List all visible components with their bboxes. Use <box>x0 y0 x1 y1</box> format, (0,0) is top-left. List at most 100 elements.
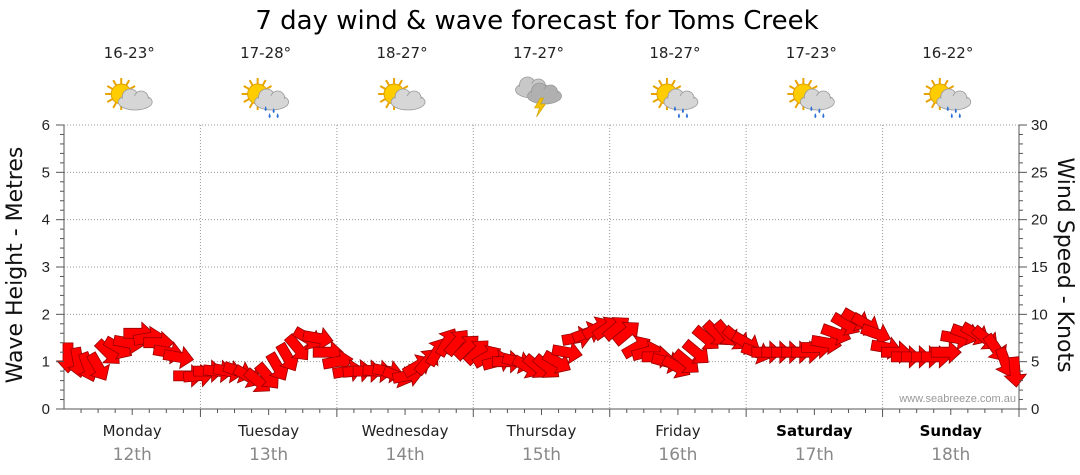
sun-ray <box>129 85 136 90</box>
temperature-label: 17-28° <box>240 44 291 62</box>
sun-ray <box>789 85 796 90</box>
cloud-fill <box>938 96 969 108</box>
wind-arrow <box>1003 356 1028 388</box>
right-tick-label: 30 <box>1031 117 1048 134</box>
day-name-sunday: Sunday <box>920 422 983 440</box>
right-tick-label: 20 <box>1031 212 1048 229</box>
day-name-monday: Monday <box>103 422 162 440</box>
sun-ray <box>652 85 659 90</box>
sun-ray <box>243 85 250 90</box>
rain-drop <box>272 108 275 113</box>
cloud-shape <box>527 82 562 105</box>
wind-arrow <box>541 349 571 374</box>
sun-ray <box>261 79 267 86</box>
wind-arrow <box>611 321 639 347</box>
day-name-tuesday: Tuesday <box>237 422 299 440</box>
rain-drops <box>673 106 688 118</box>
partly-cloudy-showers-icon <box>923 78 972 118</box>
rain-drop <box>677 113 680 118</box>
right-axis: 0 5 10 15 20 25 30 <box>1019 117 1048 418</box>
cloud-shape <box>663 88 699 111</box>
left-tick-label: 6 <box>42 117 50 134</box>
rain-drop <box>954 108 957 113</box>
rain-drop <box>822 113 825 118</box>
sun-ray <box>243 98 250 103</box>
sun-ray <box>265 85 272 90</box>
temperature-label: 18-27° <box>377 44 428 62</box>
left-tick-label: 0 <box>42 401 50 418</box>
cloud-fill <box>120 96 151 108</box>
wind-arrow <box>820 323 852 346</box>
sun-ray <box>112 102 118 109</box>
sun-ray <box>385 102 390 109</box>
sun-ray <box>658 79 663 86</box>
left-tick-label: 4 <box>42 212 50 229</box>
sun-ray <box>807 79 813 86</box>
sun-ray <box>930 79 936 86</box>
right-tick-label: 0 <box>1031 401 1039 418</box>
chart-title: 7 day wind & wave forecast for Toms Cree… <box>255 6 818 36</box>
rain-drop <box>685 113 688 118</box>
weather-icons-row: 16-23° 17-28° 18-27° 17-27° 18-27° 17-23° 16-2… <box>104 44 973 118</box>
cloud-shape <box>117 88 153 111</box>
rain-drop <box>958 113 961 118</box>
left-tick-label: 1 <box>42 354 50 371</box>
right-tick-label: 15 <box>1031 259 1048 276</box>
day-date: 16th <box>658 445 697 465</box>
rain-drop <box>681 108 684 113</box>
wind-arrow <box>283 332 309 361</box>
day-date: 17th <box>795 445 834 465</box>
day-date: 14th <box>386 445 425 465</box>
wind-arrow <box>162 345 195 370</box>
day-name-saturday: Saturday <box>776 422 853 440</box>
rain-drops <box>264 106 279 118</box>
day-labels: Monday 12th Tuesday 13th Wednesday 14th Thursd… <box>80 409 1020 465</box>
sun-ray <box>947 85 955 90</box>
sun-ray <box>794 102 800 109</box>
sun-ray <box>658 102 663 109</box>
right-tick-label: 5 <box>1031 354 1039 371</box>
sun-ray <box>106 98 114 103</box>
left-tick-label: 2 <box>42 306 50 323</box>
sun-ray <box>671 79 676 86</box>
sun-ray <box>385 79 390 86</box>
rain-drop <box>673 106 676 111</box>
temperature-label: 17-23° <box>786 44 837 62</box>
sun-ray <box>125 79 131 86</box>
wind-arrows <box>56 307 1028 393</box>
sun-ray <box>943 79 949 86</box>
partly-cloudy-showers-icon <box>241 78 290 118</box>
day-name-wednesday: Wednesday <box>362 422 449 440</box>
left-axis: 0 1 2 3 4 5 6 <box>42 117 64 418</box>
rain-drop <box>818 108 821 113</box>
left-axis-label: Wave Height - Metres <box>3 147 28 384</box>
cloud-shape <box>799 88 835 111</box>
day-date: 13th <box>249 445 288 465</box>
sun-ray <box>789 98 796 103</box>
rain-drops <box>810 106 825 118</box>
right-tick-label: 25 <box>1031 164 1048 181</box>
partly-cloudy-showers-icon <box>787 78 835 118</box>
wind-arrow <box>930 340 962 365</box>
left-tick-label: 3 <box>42 259 50 276</box>
sun-ray <box>106 85 114 90</box>
rain-drop <box>814 113 817 118</box>
sun-ray <box>675 85 682 90</box>
watermark: www.seabreeze.com.au <box>898 393 1016 405</box>
cloud-fill <box>529 90 560 102</box>
sun-ray <box>402 85 409 90</box>
wind-arrow <box>86 351 111 381</box>
rain-drops <box>946 106 961 118</box>
wind-arrow <box>551 341 583 365</box>
rain-drop <box>950 113 953 118</box>
sun-ray <box>398 79 403 86</box>
temperature-label: 16-22° <box>922 44 973 62</box>
rain-drop <box>276 113 279 118</box>
rain-drop <box>946 106 949 111</box>
rain-drop <box>810 106 813 111</box>
cloud-fill <box>256 96 287 108</box>
rain-drop <box>268 113 271 118</box>
right-axis-label: Wind Speed - Knots <box>1052 157 1077 372</box>
sun-ray <box>930 102 936 109</box>
